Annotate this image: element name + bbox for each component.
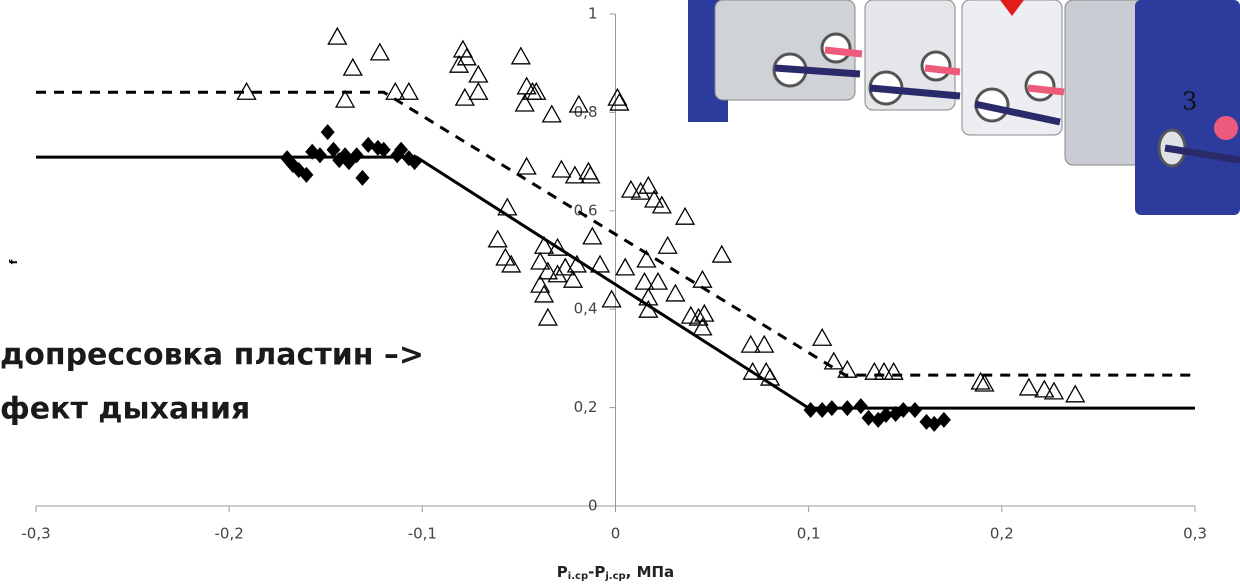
plate: [1065, 0, 1145, 165]
y-axis-label: f: [7, 259, 20, 264]
arrow: [925, 68, 960, 72]
x-tick-label: 0,1: [797, 525, 821, 543]
y-tick-label: 0: [588, 497, 598, 515]
x-axis-label-part: , МПа: [626, 563, 675, 581]
image-label: 3: [1182, 88, 1197, 116]
x-tick-label: -0,2: [215, 525, 244, 543]
arrow: [825, 50, 862, 54]
x-tick-label: 0,3: [1183, 525, 1207, 543]
chart: -0,3-0,2-0,100,10,20,300,20,40,60,81Pi.c…: [0, 0, 1240, 586]
arrow: [1028, 88, 1064, 92]
x-axis-label-part: -P: [588, 563, 605, 581]
annotation: фект дыхания: [0, 392, 250, 427]
y-tick-label: 1: [588, 5, 598, 23]
x-tick-label: -0,1: [408, 525, 437, 543]
y-tick-label: 0,4: [574, 300, 598, 318]
x-tick-label: 0,2: [990, 525, 1014, 543]
x-axis-label-part: j.cp: [604, 571, 625, 582]
y-tick-label: 0,2: [574, 398, 598, 416]
x-axis-label-part: i.cp: [568, 571, 588, 582]
x-axis-label-part: P: [557, 563, 568, 581]
x-tick-label: 0: [611, 525, 621, 543]
annotation: допрессовка пластин –>: [0, 338, 424, 373]
port: [1214, 116, 1238, 140]
x-tick-label: -0,3: [21, 525, 50, 543]
